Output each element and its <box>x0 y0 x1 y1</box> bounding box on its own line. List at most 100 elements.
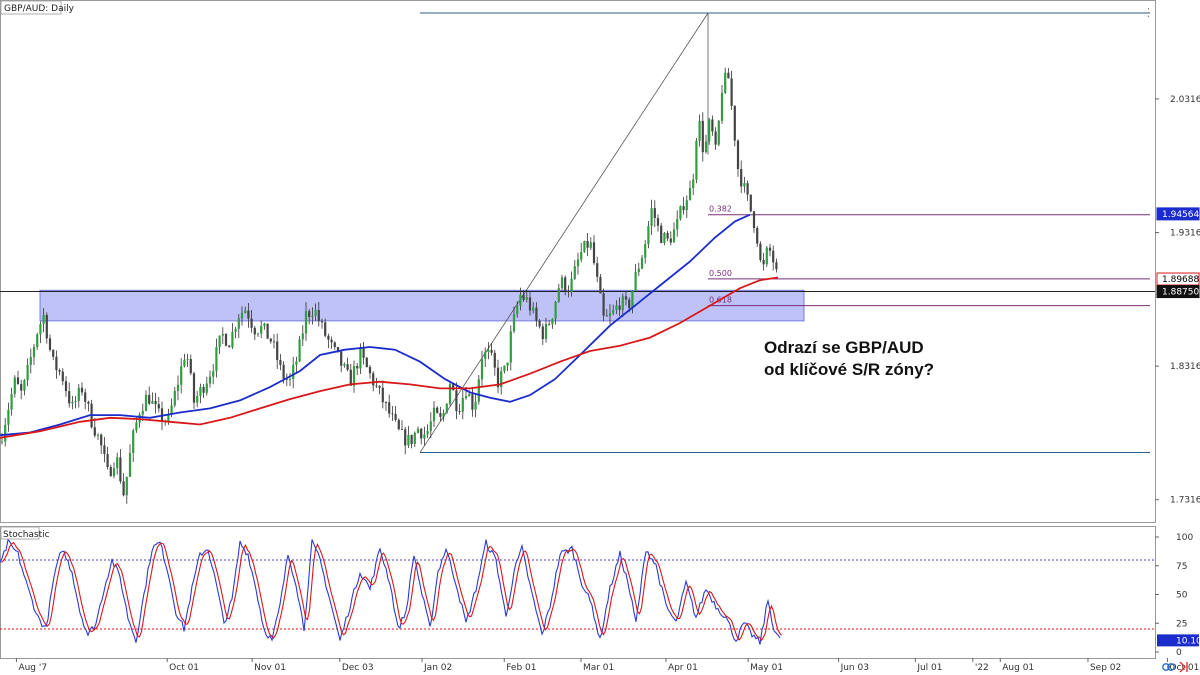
candle-body <box>765 247 768 265</box>
candle-body <box>567 291 570 292</box>
stoch-y-tick-label: 100 <box>1176 533 1193 543</box>
menu-dots-icon[interactable]: ⋮ <box>1143 6 1154 19</box>
candle-body <box>253 327 256 335</box>
stoch-k-line <box>0 538 781 645</box>
candle-body <box>624 296 628 300</box>
candle-body <box>532 307 535 311</box>
candle-body <box>20 384 23 391</box>
candle-body <box>458 411 461 412</box>
candle-body <box>208 376 212 384</box>
candle-body <box>240 312 244 319</box>
stoch-y-tick-label: 25 <box>1176 619 1187 629</box>
candle-body <box>500 371 503 388</box>
candle-body <box>167 414 170 422</box>
x-tick-label: Jan 02 <box>423 663 452 673</box>
candle-body <box>484 352 487 359</box>
candle-body <box>506 362 509 366</box>
x-tick-label: Mar 01 <box>583 663 614 673</box>
candle-body <box>477 379 480 402</box>
candle-body <box>0 441 4 443</box>
candle-body <box>544 323 548 340</box>
candle-body <box>708 119 711 142</box>
candle-body <box>653 208 656 219</box>
candle-body <box>384 402 388 403</box>
candle-body <box>551 318 554 325</box>
candle-body <box>157 404 160 409</box>
x-tick-label: '22 <box>975 663 989 673</box>
candle-body <box>464 396 468 398</box>
candle-body <box>580 251 583 260</box>
candle-body <box>468 394 471 397</box>
candle-body <box>336 346 340 352</box>
candle-body <box>375 385 378 387</box>
sr-zone <box>39 289 805 322</box>
link-icon[interactable] <box>1162 663 1175 671</box>
candle-body <box>189 359 192 374</box>
candle-body <box>71 401 74 404</box>
candle-body <box>496 367 500 388</box>
candle-body <box>455 390 458 412</box>
candle-body <box>372 373 375 386</box>
candle-body <box>775 262 778 270</box>
candle-body <box>471 394 474 410</box>
candle-body <box>602 293 605 316</box>
candle-body <box>192 373 196 403</box>
x-tick-label: Oct 01 <box>169 663 199 673</box>
candle-body <box>295 361 298 365</box>
x-tick-label: Apr 01 <box>668 663 698 673</box>
candle-body <box>106 454 109 468</box>
stochastic-title: Stochastic <box>3 530 50 540</box>
candle-body <box>93 427 96 436</box>
candle-body <box>439 412 442 417</box>
x-tick-label: Jun 03 <box>840 663 869 673</box>
candle-body <box>237 318 240 329</box>
candle-body <box>663 232 666 243</box>
candle-body <box>621 296 624 310</box>
candle-body <box>503 365 506 372</box>
stoch-d-line <box>1 541 782 642</box>
candle-body <box>301 333 304 340</box>
price-tag-label: 1.94564 <box>1162 210 1199 220</box>
candle-body <box>752 211 756 229</box>
candle-body <box>493 352 496 368</box>
candle-body <box>592 242 596 264</box>
candle-body <box>4 424 7 442</box>
candle-body <box>548 323 551 325</box>
candle-body <box>538 320 541 327</box>
candle-body <box>410 434 413 445</box>
candle-body <box>730 78 733 106</box>
candle-body <box>256 333 260 335</box>
candle-body <box>292 364 295 380</box>
candle-body <box>84 392 87 402</box>
stoch-y-tick-label: 50 <box>1176 591 1188 601</box>
candle-body <box>432 407 436 422</box>
candle-body <box>509 331 512 363</box>
candle-body <box>423 434 426 439</box>
chart-title: GBP/AUD: Daily <box>4 4 75 14</box>
fib-level-label: 0.500 <box>709 269 732 278</box>
candle-body <box>247 310 250 319</box>
candle-body <box>480 358 484 380</box>
x-tick-label: May 01 <box>750 663 783 673</box>
candle-body <box>461 397 464 412</box>
candle-body <box>717 120 720 145</box>
candle-body <box>413 432 416 445</box>
stochastic-panel-frame <box>0 526 1156 659</box>
candle-body <box>445 403 448 414</box>
candle-body <box>564 277 567 292</box>
replay-icon[interactable] <box>1179 661 1188 673</box>
candle-body <box>285 378 288 380</box>
candle-body <box>58 370 61 372</box>
candle-body <box>701 120 704 153</box>
candle-body <box>656 218 660 226</box>
candle-body <box>144 394 148 411</box>
candle-body <box>141 410 144 415</box>
candle-body <box>359 348 362 369</box>
candle-body <box>228 345 231 348</box>
candle-body <box>221 334 224 336</box>
candle-body <box>260 325 263 334</box>
y-tick-label: 1.73168 <box>1170 496 1200 506</box>
candle-body <box>679 206 682 219</box>
candle-body <box>404 429 407 446</box>
